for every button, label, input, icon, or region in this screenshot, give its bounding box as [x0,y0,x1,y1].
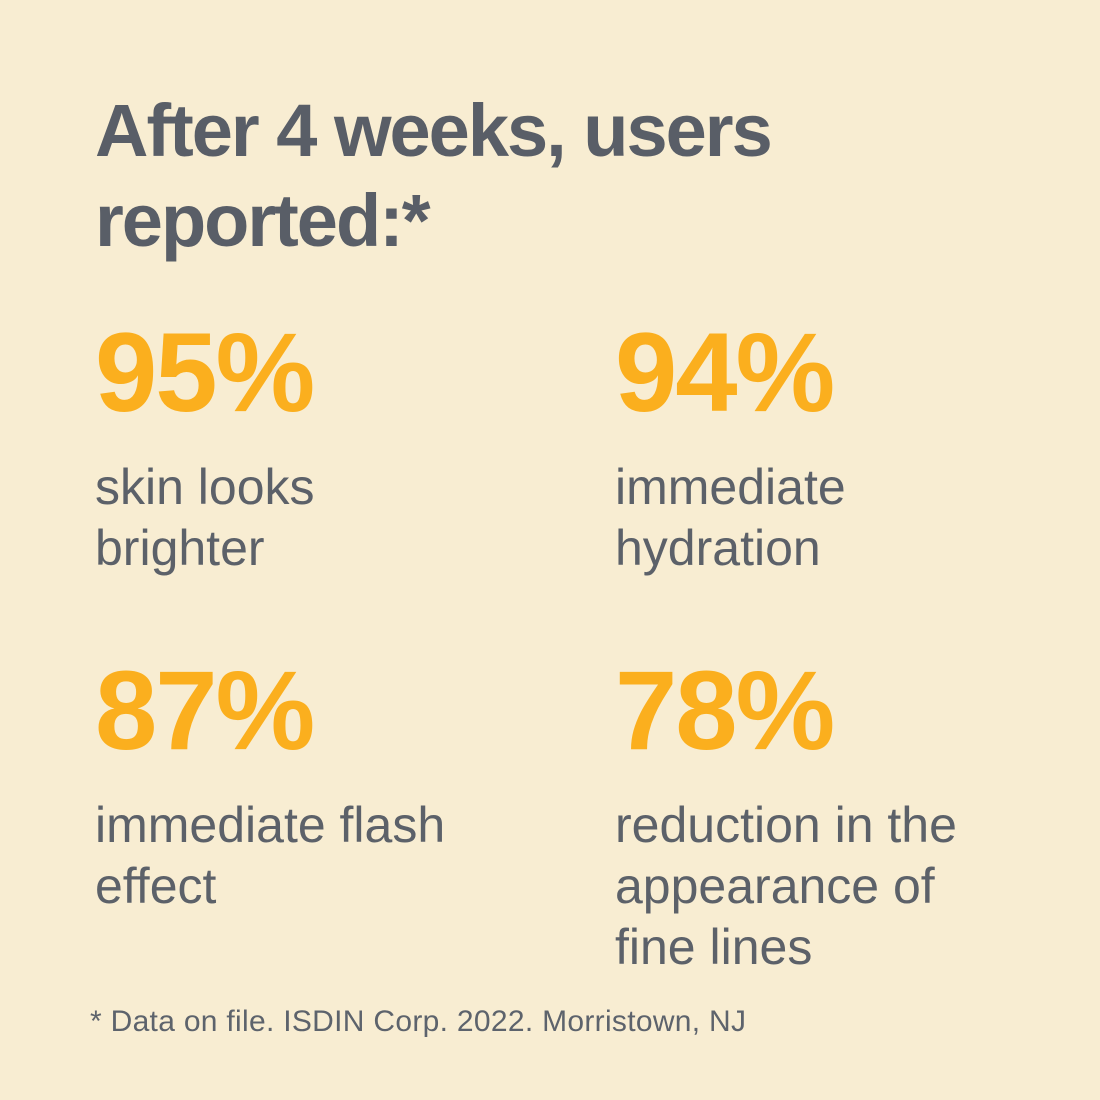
footnote: * Data on file. ISDIN Corp. 2022. Morris… [90,1005,747,1038]
stat-label: immediate flash effect [95,797,446,914]
stat-label: reduction in the appearance of fine line… [615,797,957,975]
stat-label: skin looks brighter [95,459,315,576]
stat-fine-lines: 78% reduction in the appearance of fine … [615,655,1085,978]
headline: After 4 weeks, users reported:* [95,89,773,263]
stat-value: 87% [95,648,315,773]
stat-label: immediate hydration [615,459,846,576]
stat-value: 95% [95,310,315,435]
stat-value: 78% [615,648,835,773]
stat-skin-brighter: 95% skin looks brighter [95,317,585,579]
stat-value: 94% [615,310,835,435]
stat-flash-effect: 87% immediate flash effect [95,655,585,917]
stat-immediate-hydration: 94% immediate hydration [615,317,1085,579]
